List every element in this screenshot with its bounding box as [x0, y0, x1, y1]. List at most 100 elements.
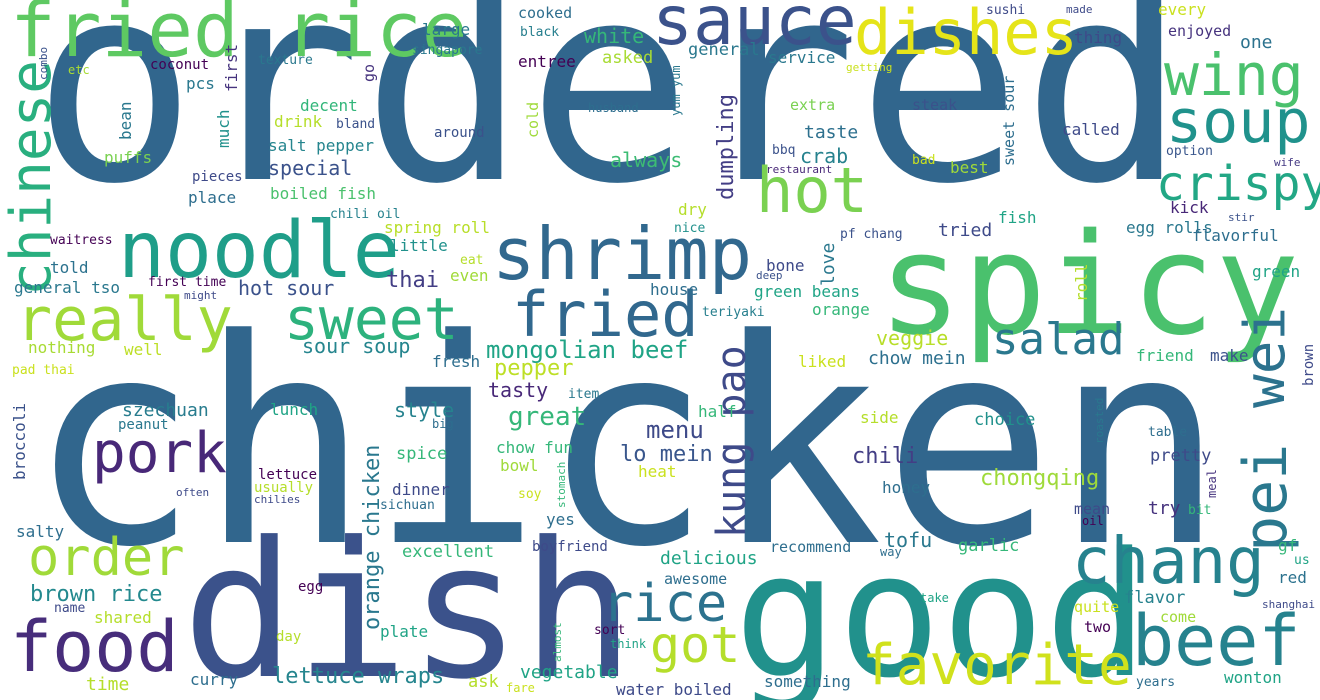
word-kick: kick — [1170, 198, 1209, 217]
word-asked: asked — [602, 48, 654, 68]
word-dishes: dishes — [854, 0, 1078, 69]
word-veggie: veggie — [876, 326, 949, 350]
word-brown: brown — [1301, 343, 1317, 386]
word-extra: extra — [790, 96, 836, 114]
word-thai: thai — [386, 268, 439, 293]
word-two: two — [1084, 618, 1112, 636]
word-make: make — [1210, 346, 1249, 365]
word-sushi: sushi — [986, 3, 1026, 18]
word-husband: husband — [588, 101, 639, 115]
word-waitress: waitress — [50, 233, 113, 248]
word-ordered: ordered — [32, 0, 1187, 244]
word-really: really — [16, 285, 233, 355]
word-nice: nice — [674, 221, 706, 236]
word-stomach: stomach — [555, 461, 568, 508]
word-time: time — [86, 674, 130, 695]
word-drink: drink — [274, 112, 323, 131]
word-bowl: bowl — [500, 456, 539, 475]
word-mongolian-beef: mongolian beef — [486, 336, 689, 364]
word-bbq: bbq — [772, 143, 796, 158]
word-little: little — [390, 236, 448, 255]
word-cold: cold — [524, 101, 542, 138]
word-general: general — [688, 40, 760, 60]
word-eat: eat — [460, 253, 484, 268]
word-texture: texture — [258, 53, 313, 68]
word-yum-yum: yum yum — [669, 65, 683, 116]
word-take: take — [920, 591, 949, 605]
word-lo-mein: lo mein — [620, 442, 713, 467]
word-roasted: roasted — [1093, 397, 1106, 444]
word-fried-rice: fried rice — [10, 0, 468, 74]
word-chongqing: chongqing — [980, 466, 1100, 491]
word-dumpling: dumpling — [714, 94, 739, 200]
word-coconut: coconut — [150, 57, 210, 73]
word-pepper: pepper — [494, 356, 574, 381]
word-green: green — [1252, 262, 1301, 281]
word-thing: thing — [1074, 28, 1123, 47]
word-chang: chang — [1072, 525, 1265, 599]
word-salty: salty — [16, 522, 65, 541]
word-think: think — [610, 637, 647, 651]
word-come: come — [1160, 608, 1197, 626]
word-try: try — [1148, 498, 1181, 519]
word-combo: combo — [37, 46, 50, 80]
word-hot-sour: hot sour — [238, 276, 335, 300]
word-water-boiled: water boiled — [616, 680, 732, 699]
word-puffs: puffs — [104, 148, 153, 167]
word-mean: mean — [1074, 500, 1111, 518]
word-even: even — [450, 266, 489, 285]
word-pad-thai: pad thai — [12, 363, 75, 378]
word-rice: rice — [602, 574, 728, 634]
word-garlic: garlic — [958, 536, 1020, 556]
word-style: style — [394, 398, 455, 422]
word-lettuce: lettuce — [258, 467, 318, 483]
word-kung-pao: kung pao — [709, 345, 755, 538]
word-red: red — [1278, 568, 1307, 587]
word-service: service — [768, 48, 836, 67]
word-white: white — [584, 24, 645, 48]
word-sweet: sweet — [284, 285, 459, 353]
word-menu: menu — [646, 416, 704, 444]
word-chili-oil: chili oil — [330, 207, 401, 222]
word-szechuan: szechuan — [122, 400, 209, 421]
word-something: something — [764, 672, 851, 691]
word-egg-rolls: egg rolls — [1126, 218, 1213, 237]
word-bland: bland — [336, 117, 376, 132]
word-soup: soup — [1166, 87, 1311, 157]
word-stir: stir — [1228, 211, 1255, 224]
word-spice: spice — [396, 444, 448, 464]
word-shanghai: shanghai — [1262, 598, 1315, 611]
word-large: large — [422, 20, 471, 39]
word-sort: sort — [594, 623, 626, 638]
word-fresh: fresh — [432, 352, 481, 371]
word-got: got — [650, 616, 741, 674]
word-wonton: wonton — [1224, 668, 1282, 687]
word-bean: bean — [116, 101, 135, 140]
word-day: day — [276, 629, 302, 645]
word-green-beans: green beans — [754, 282, 860, 301]
word-chilies: chilies — [254, 493, 301, 506]
word-vegetable: vegetable — [520, 662, 618, 683]
word-years: years — [1136, 675, 1176, 690]
word-favorite: favorite — [862, 633, 1132, 698]
word-shared: shared — [94, 608, 152, 627]
word-salad: salad — [992, 314, 1125, 365]
word-hot: hot — [756, 154, 868, 227]
word-name: name — [54, 601, 86, 616]
word-teriyaki: teriyaki — [702, 305, 765, 320]
word-always: always — [610, 148, 683, 172]
word-love: love — [818, 242, 839, 286]
word-boyfriend: boyfriend — [532, 539, 608, 555]
word-option: option — [1166, 144, 1213, 159]
word-pf-chang: pf chang — [840, 227, 903, 242]
word-soy: soy — [518, 487, 542, 502]
word-sour-soup: sour soup — [302, 334, 411, 358]
word-told: told — [50, 258, 89, 277]
word-dinner: dinner — [392, 480, 450, 499]
word-salt-pepper: salt pepper — [268, 136, 374, 155]
word-special: special — [268, 156, 353, 180]
word-side: side — [860, 408, 899, 427]
word-friend: friend — [1136, 346, 1194, 365]
word-orange-chicken: orange chicken — [360, 444, 385, 630]
